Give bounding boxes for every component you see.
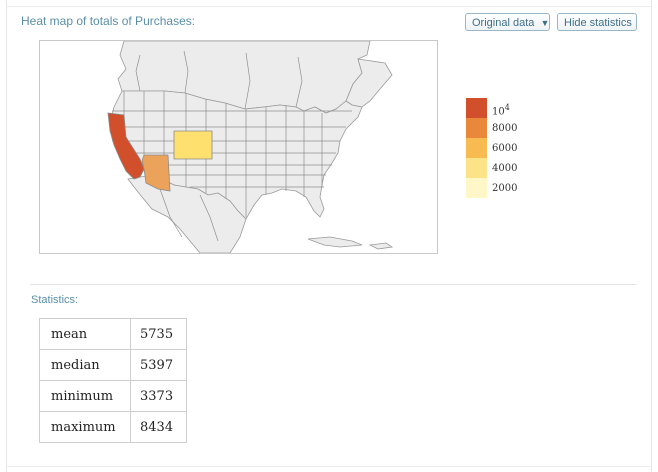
- hispaniola-landmass: [368, 242, 394, 250]
- stat-value: 3373: [130, 380, 187, 412]
- statistics-title: Statistics:: [31, 294, 79, 306]
- legend-item: 2000: [466, 178, 546, 198]
- frame-top-edge: [6, 6, 652, 7]
- map-svg: [40, 41, 437, 253]
- legend-label: 8000: [492, 123, 518, 134]
- table-row: minimum 3373: [39, 380, 187, 412]
- legend-label: 104: [492, 103, 510, 118]
- legend-swatch: [466, 158, 487, 178]
- legend-item: 6000: [466, 138, 546, 158]
- frame-right-edge: [651, 0, 652, 472]
- legend-swatch: [466, 138, 487, 158]
- legend-label: 6000: [492, 143, 518, 154]
- stat-label: median: [39, 349, 131, 381]
- original-data-label: Original data: [472, 17, 535, 29]
- legend-label: 4000: [492, 163, 518, 174]
- legend-item: 4000: [466, 158, 546, 178]
- cuba-landmass: [307, 236, 363, 248]
- stat-label: mean: [39, 318, 131, 350]
- legend-item: 104: [466, 98, 546, 118]
- table-row: median 5397: [39, 349, 187, 381]
- state-california: [107, 112, 145, 180]
- heatmap-title: Heat map of totals of Purchases:: [21, 14, 196, 28]
- heat-map: [39, 40, 438, 254]
- frame-bottom-edge: [6, 466, 652, 467]
- legend-swatch: [466, 118, 487, 138]
- legend-swatch: [466, 178, 487, 198]
- original-data-dropdown[interactable]: Original data ▼: [465, 13, 550, 31]
- hide-statistics-button[interactable]: Hide statistics: [557, 13, 637, 31]
- legend-label: 2000: [492, 183, 518, 194]
- stat-value: 5397: [130, 349, 187, 381]
- mexico-landmass: [127, 174, 247, 253]
- chevron-down-icon: ▼: [540, 18, 550, 28]
- state-arizona: [141, 154, 171, 192]
- legend-swatch: [466, 98, 487, 118]
- stat-label: maximum: [39, 411, 131, 443]
- table-row: maximum 8434: [39, 411, 187, 443]
- stat-value: 8434: [130, 411, 187, 443]
- stat-label: minimum: [39, 380, 131, 412]
- section-divider: [30, 284, 637, 285]
- stat-value: 5735: [130, 318, 187, 350]
- legend-item: 8000: [466, 118, 546, 138]
- frame-left-edge: [6, 0, 7, 472]
- statistics-table: mean 5735 median 5397 minimum 3373 maxim…: [39, 318, 187, 443]
- table-row: mean 5735: [39, 318, 187, 350]
- state-colorado: [173, 130, 213, 160]
